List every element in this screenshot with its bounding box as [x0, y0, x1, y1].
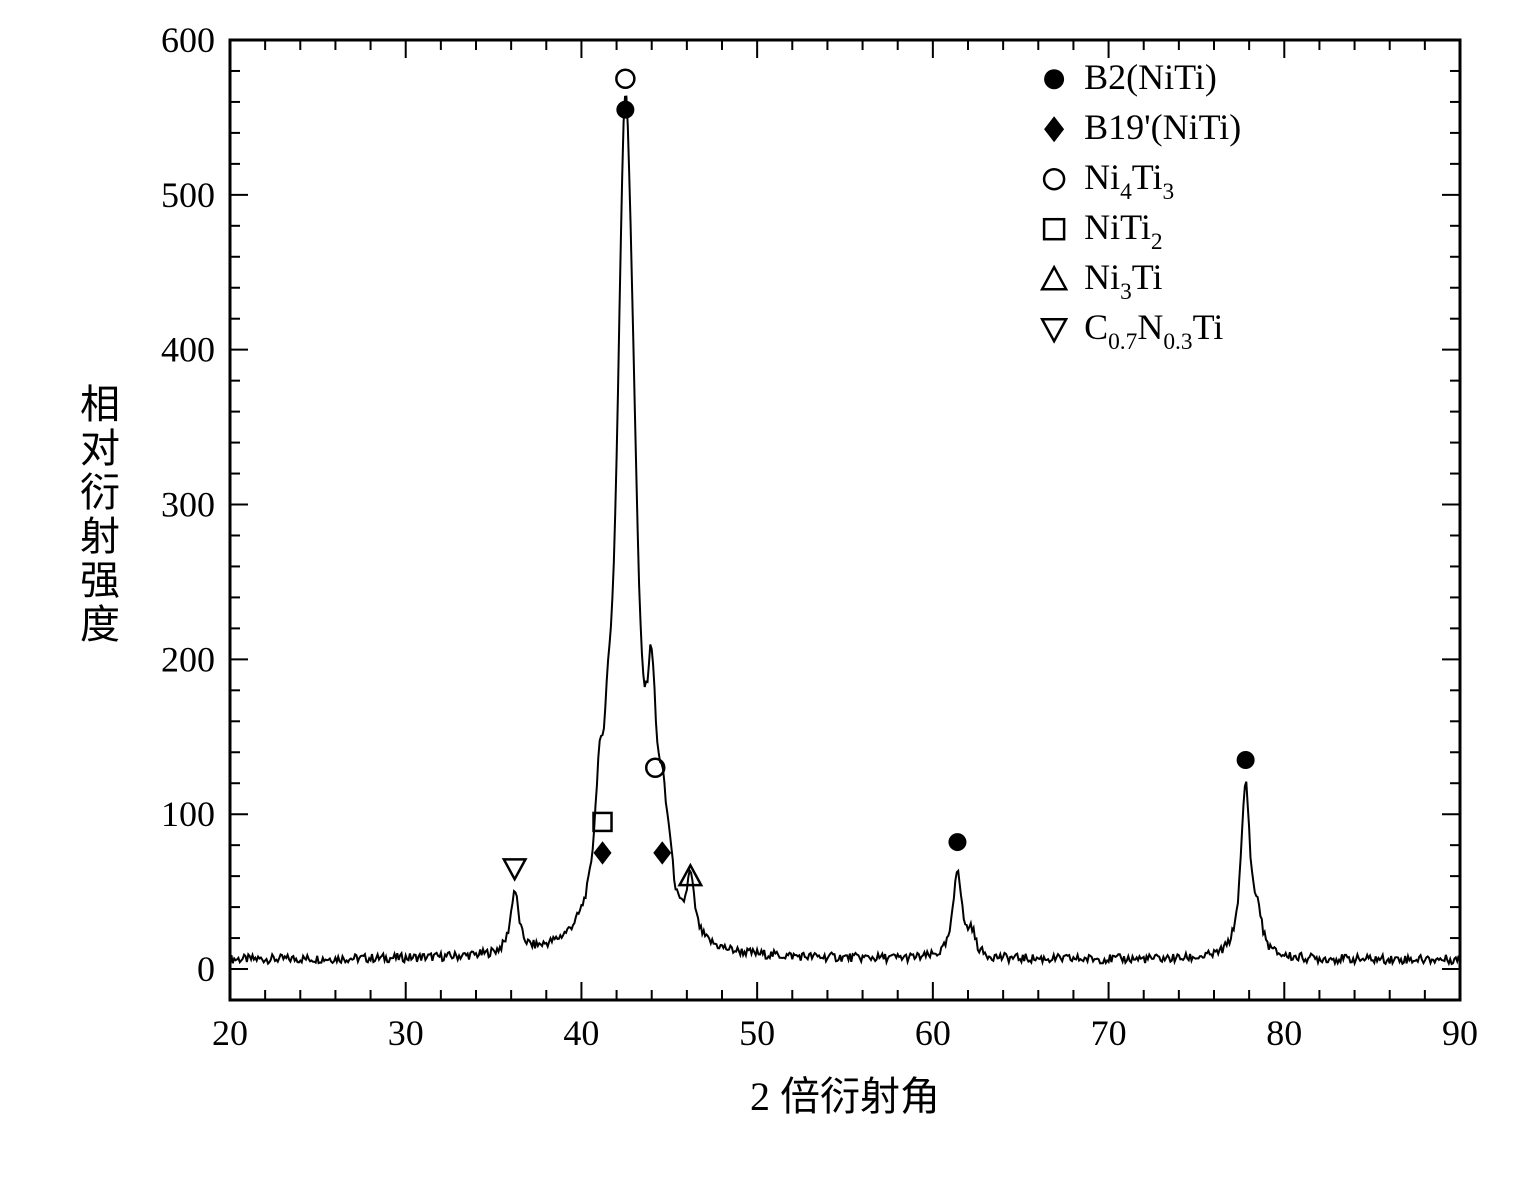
- x-tick-label: 30: [388, 1013, 424, 1053]
- svg-text:射: 射: [80, 514, 120, 559]
- y-tick-label: 0: [197, 949, 215, 989]
- xrd-chart: 20 30 40 50 60 70 80 90 0 100 200 300 400 500 600 2 倍衍射…: [0, 0, 1520, 1177]
- svg-text:衍: 衍: [80, 470, 120, 515]
- x-tick-label: 20: [212, 1013, 248, 1053]
- y-tick-label: 400: [161, 330, 215, 370]
- x-tick-label: 60: [915, 1013, 951, 1053]
- svg-text:对: 对: [80, 426, 120, 471]
- y-tick-label: 300: [161, 485, 215, 525]
- x-axis-label: 2 倍衍射角: [750, 1074, 940, 1119]
- y-tick-label: 100: [161, 794, 215, 834]
- x-tick-label: 50: [739, 1013, 775, 1053]
- svg-text:度: 度: [80, 602, 120, 647]
- peak-marker: [616, 101, 634, 119]
- x-tick-label: 40: [563, 1013, 599, 1053]
- y-tick-label: 200: [161, 639, 215, 679]
- legend-label: B19'(NiTi): [1084, 107, 1241, 147]
- y-axis-label: 相对衍射强度: [80, 382, 120, 647]
- svg-text:强: 强: [80, 558, 120, 603]
- peak-marker: [1237, 751, 1255, 769]
- x-tick-label: 80: [1266, 1013, 1302, 1053]
- peak-marker: [948, 833, 966, 851]
- legend-label: B2(NiTi): [1084, 57, 1217, 97]
- svg-text:相: 相: [80, 382, 120, 427]
- y-tick-label: 600: [161, 20, 215, 60]
- x-tick-label: 70: [1091, 1013, 1127, 1053]
- y-tick-label: 500: [161, 175, 215, 215]
- chart-svg: 20 30 40 50 60 70 80 90 0 100 200 300 400 500 600 2 倍衍射…: [0, 0, 1520, 1177]
- x-tick-label: 90: [1442, 1013, 1478, 1053]
